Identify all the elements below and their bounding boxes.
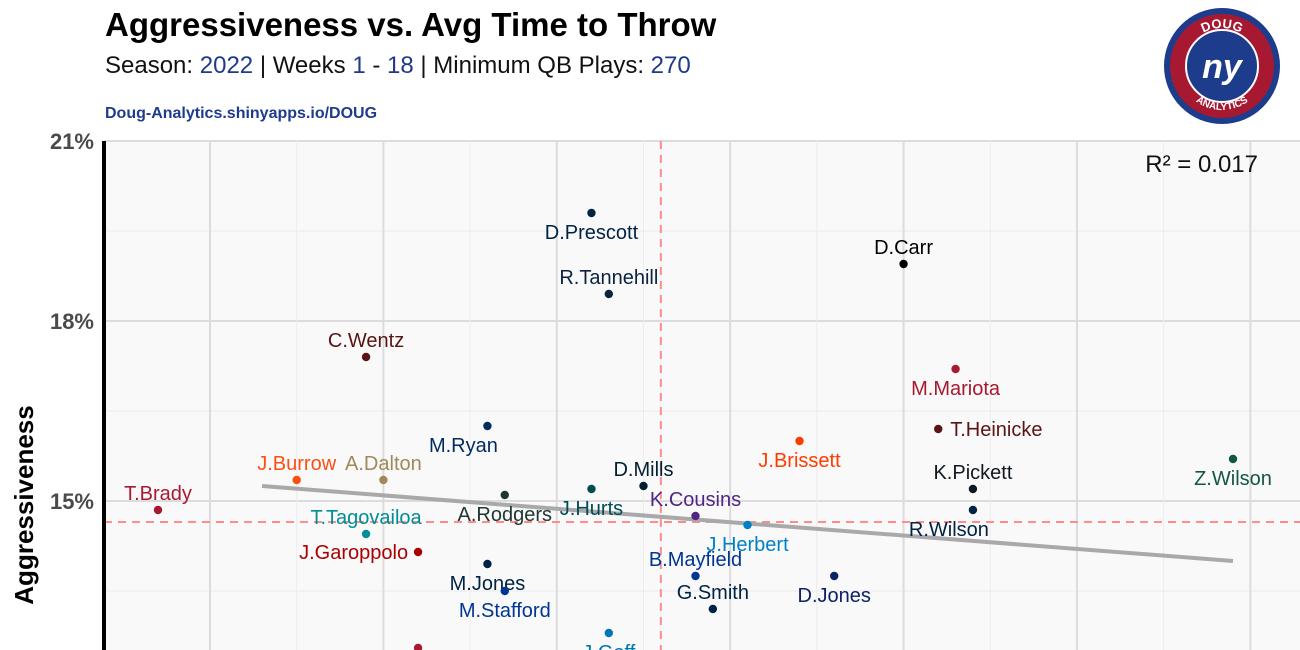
season-label: Season: bbox=[105, 52, 194, 79]
data-point bbox=[587, 484, 596, 494]
data-point bbox=[483, 421, 492, 431]
credit-link[interactable]: Doug-Analytics.shinyapps.io/DOUG bbox=[105, 105, 378, 122]
min-plays-label: | Minimum QB Plays: bbox=[420, 52, 644, 79]
weeks-label: | Weeks bbox=[259, 52, 346, 79]
data-point bbox=[951, 364, 960, 374]
point-label: K.Pickett bbox=[933, 462, 1012, 484]
point-label: R.Wilson bbox=[909, 519, 989, 541]
data-point bbox=[361, 529, 371, 539]
data-point bbox=[500, 490, 509, 500]
doug-analytics-logo: DOUG ANALYTICS ny bbox=[1164, 8, 1280, 124]
r-squared-annotation: R² = 0.017 bbox=[1145, 151, 1258, 178]
chart-title: Aggressiveness vs. Avg Time to Throw bbox=[105, 6, 717, 43]
data-point bbox=[153, 505, 163, 515]
point-label: D.Carr bbox=[874, 237, 933, 259]
point-label: J.Hurts bbox=[560, 498, 623, 520]
logo-ny-mark: ny bbox=[1202, 48, 1244, 86]
point-label: M.Mariota bbox=[911, 378, 1001, 400]
point-label: M.Jones bbox=[450, 573, 526, 595]
data-point bbox=[795, 436, 804, 446]
data-point bbox=[691, 571, 700, 581]
y-tick-label: 15% bbox=[50, 489, 94, 514]
data-point bbox=[830, 571, 839, 581]
point-label: T.Brady bbox=[124, 483, 192, 505]
data-point bbox=[604, 289, 614, 299]
point-label: J.Goff bbox=[582, 642, 635, 650]
y-tick-label: 18% bbox=[50, 309, 94, 334]
data-point bbox=[899, 259, 908, 269]
data-point bbox=[934, 424, 943, 434]
data-point bbox=[604, 628, 614, 638]
data-point bbox=[483, 559, 492, 569]
point-label: J.Burrow bbox=[257, 453, 336, 475]
data-point bbox=[691, 511, 700, 521]
data-point bbox=[292, 475, 301, 485]
logo-inner-disc bbox=[1185, 29, 1259, 103]
point-label: J.Herbert bbox=[706, 534, 789, 556]
week-start-value: 1 bbox=[352, 52, 366, 79]
point-label: D.Mills bbox=[613, 459, 673, 481]
data-point bbox=[968, 484, 978, 494]
grid-lines bbox=[104, 140, 1300, 650]
data-point bbox=[708, 604, 718, 614]
week-end-value: 18 bbox=[387, 52, 414, 79]
data-point bbox=[639, 481, 648, 491]
data-point bbox=[743, 520, 752, 530]
point-label: A.Dalton bbox=[345, 453, 422, 475]
y-axis-label: Aggressiveness bbox=[9, 405, 39, 604]
data-point bbox=[413, 643, 423, 650]
week-dash: - bbox=[372, 52, 381, 79]
chart-subtitle: Season: 2022 | Weeks 1 - 18 | Minimum QB… bbox=[105, 52, 691, 80]
point-label: R.Tannehill bbox=[559, 267, 658, 289]
point-label: K.Cousins bbox=[650, 489, 741, 511]
points-group: D.Prescott R.Tannehill D.Carr C.Wentz M.Mari… bbox=[124, 208, 1272, 650]
y-tick-labels: 21% 18% 15% bbox=[50, 129, 94, 514]
point-label: Z.Wilson bbox=[1194, 468, 1272, 490]
point-label: M.Stafford bbox=[459, 600, 551, 622]
season-value: 2022 bbox=[199, 52, 254, 79]
point-label: A.Rodgers bbox=[458, 504, 553, 526]
point-label: M.Ryan bbox=[429, 435, 498, 457]
data-point bbox=[587, 208, 596, 218]
point-label: T.Heinicke bbox=[950, 419, 1042, 441]
point-label: J.Garoppolo bbox=[299, 542, 408, 564]
data-point bbox=[1228, 454, 1238, 464]
point-label: T.Tagovailoa bbox=[310, 507, 422, 529]
data-point bbox=[968, 505, 978, 515]
y-tick-label: 21% bbox=[50, 129, 94, 154]
point-label: G.Smith bbox=[677, 582, 749, 604]
data-point bbox=[500, 586, 509, 596]
data-point bbox=[413, 547, 423, 557]
reference-lines bbox=[104, 141, 1300, 650]
plot-background bbox=[104, 141, 1300, 650]
point-label: D.Prescott bbox=[545, 222, 639, 244]
data-point bbox=[361, 352, 371, 362]
point-label: D.Jones bbox=[798, 585, 871, 607]
point-label: J.Brissett bbox=[758, 450, 841, 472]
point-label: B.Mayfield bbox=[649, 549, 742, 571]
point-label: C.Wentz bbox=[328, 330, 404, 352]
data-point bbox=[379, 475, 388, 485]
min-plays-value: 270 bbox=[650, 52, 691, 79]
